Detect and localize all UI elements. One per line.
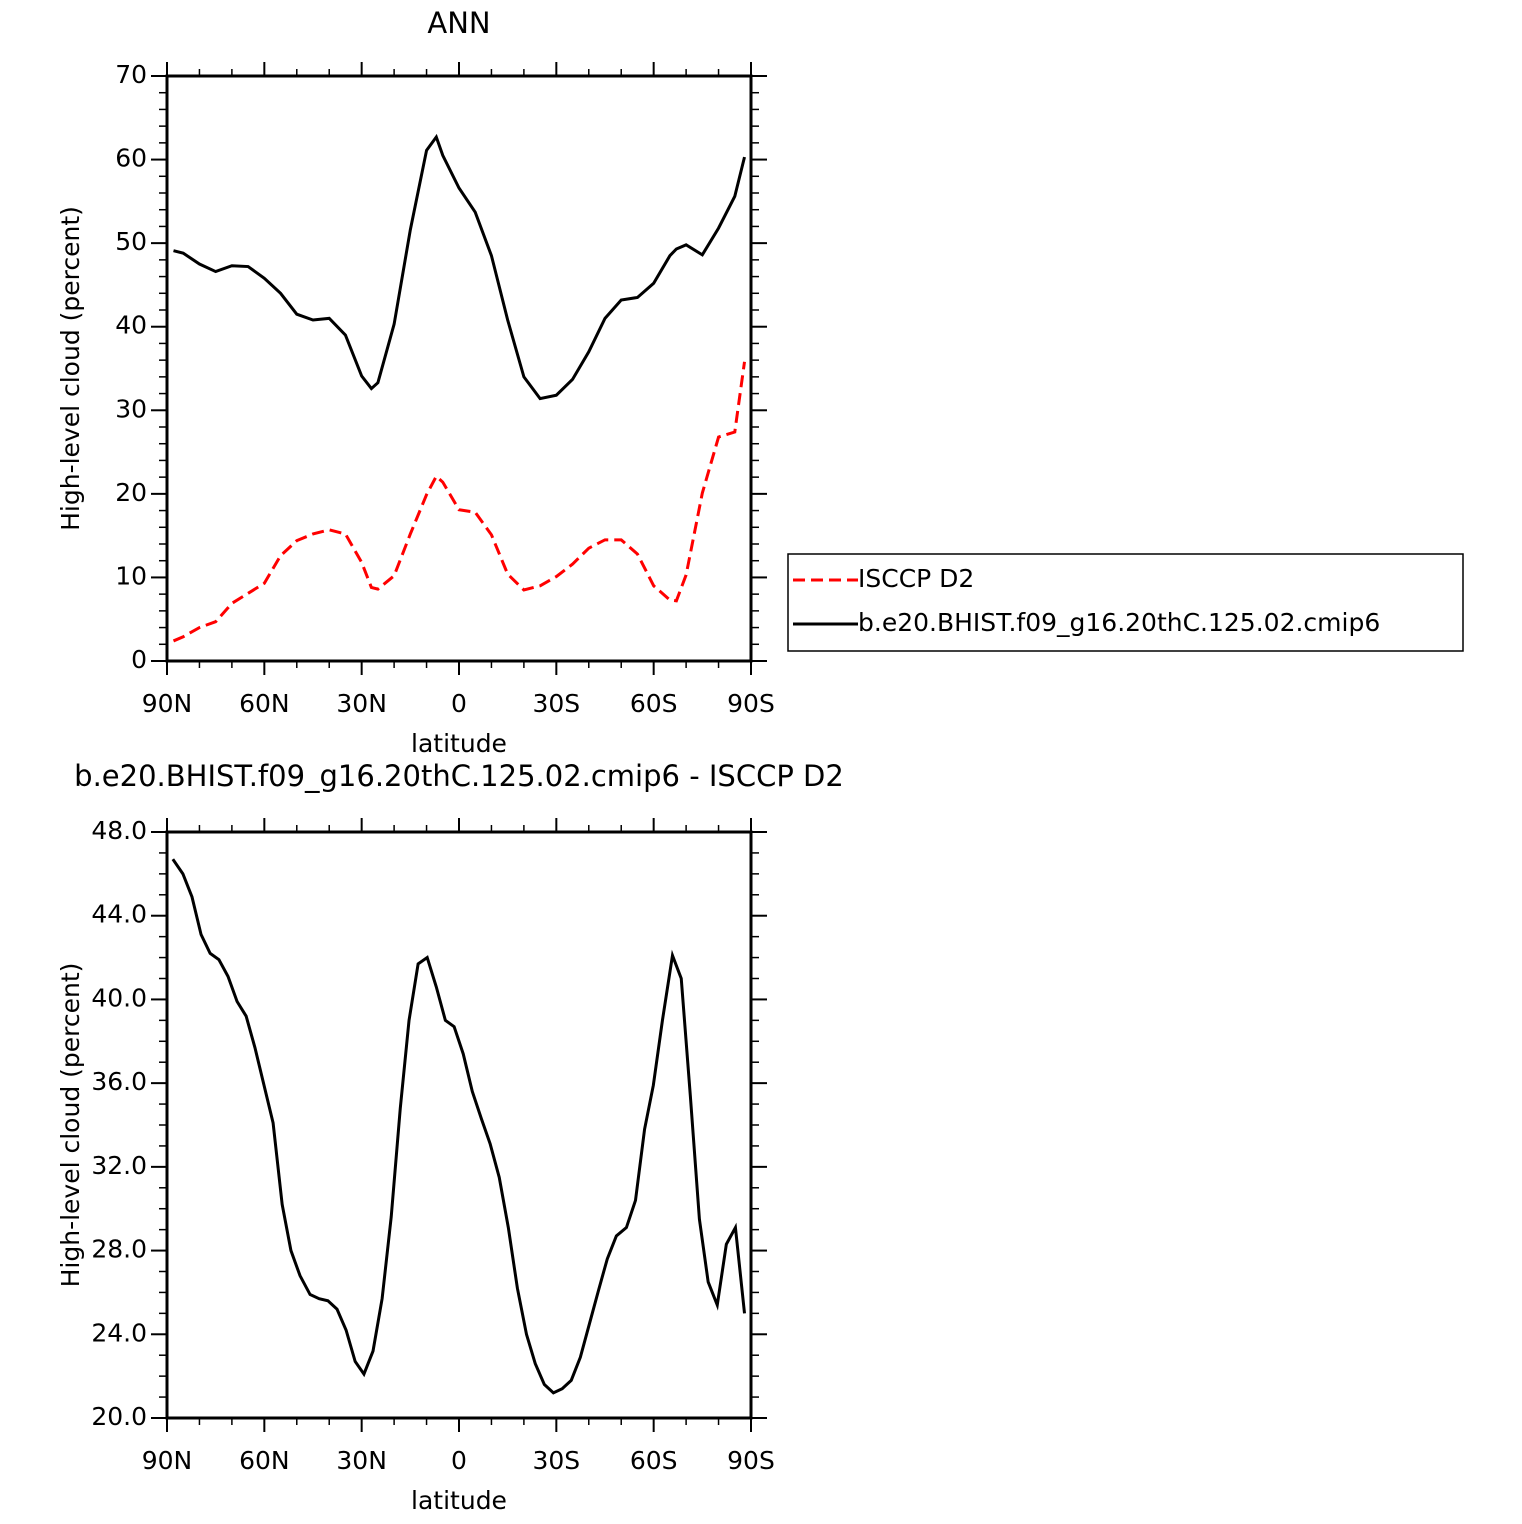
x-tick-label: 30N	[336, 689, 387, 718]
y-tick-label: 48.0	[91, 816, 147, 845]
chart-title: ANN	[427, 6, 490, 40]
y-tick-label: 32.0	[91, 1151, 147, 1180]
y-tick-label: 20	[115, 478, 147, 507]
panel: 0 10 20 30 40 50 60 70 90N 60N 30N 0 30S 60S 90S ANN lat…	[56, 6, 775, 758]
y-tick-label: 36.0	[91, 1067, 147, 1096]
y-tick-label: 30	[115, 394, 147, 423]
data-line	[171, 858, 747, 1395]
x-tick-label: 0	[451, 1446, 467, 1475]
legend-box	[787, 553, 1464, 652]
plot-frame	[165, 74, 753, 663]
y-tick-label: 50	[115, 227, 147, 256]
y-tick-label: 40	[115, 311, 147, 340]
y-tick-label: 24.0	[91, 1318, 147, 1347]
x-tick-label: 30N	[336, 1446, 387, 1475]
x-tick-label: 90S	[727, 1446, 775, 1475]
panel: 20.0 24.0 28.0 32.0 36.0 40.0 44.0 48.0 90N 60N 30…	[56, 759, 844, 1515]
x-tick-label: 60S	[630, 1446, 678, 1475]
data-line	[172, 361, 746, 643]
x-tick-label: 60N	[239, 1446, 290, 1475]
y-axis-label: High-level cloud (percent)	[56, 963, 85, 1288]
x-tick-label: 0	[451, 689, 467, 718]
chart-title: b.e20.BHIST.f09_g16.20thC.125.02.cmip6 -…	[74, 759, 844, 793]
x-tick-label: 90S	[727, 689, 775, 718]
y-tick-label: 60	[115, 144, 147, 173]
y-tick-label: 44.0	[91, 900, 147, 929]
x-tick-label: 60S	[630, 689, 678, 718]
x-axis-label: latitude	[411, 729, 507, 758]
y-tick-label: 0	[131, 645, 147, 674]
y-tick-label: 70	[115, 60, 147, 89]
x-axis-label: latitude	[411, 1486, 507, 1515]
data-line	[173, 133, 746, 401]
y-tick-label: 28.0	[91, 1235, 147, 1264]
y-axis-label: High-level cloud (percent)	[56, 206, 85, 531]
y-tick-label: 20.0	[91, 1402, 147, 1431]
y-tick-label: 40.0	[91, 983, 147, 1012]
legend-label: b.e20.BHIST.f09_g16.20thC.125.02.cmip6	[858, 608, 1380, 637]
x-tick-label: 90N	[142, 1446, 193, 1475]
legend-label: ISCCP D2	[858, 564, 974, 593]
x-tick-label: 30S	[532, 689, 580, 718]
x-tick-label: 30S	[532, 1446, 580, 1475]
x-tick-label: 60N	[239, 689, 290, 718]
y-tick-label: 10	[115, 561, 147, 590]
x-tick-label: 90N	[142, 689, 193, 718]
plot-frame	[165, 830, 753, 1420]
